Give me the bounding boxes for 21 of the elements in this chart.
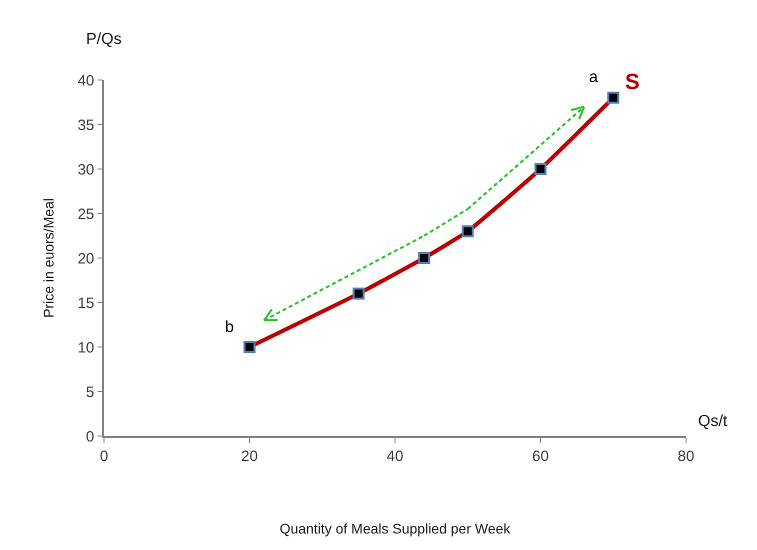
y-tick-label: 0 (86, 428, 94, 446)
y-tick-label: 10 (78, 339, 94, 356)
annotation: b (225, 319, 234, 336)
x-tick-label: 80 (678, 448, 694, 465)
y-tick-label: 15 (78, 294, 94, 312)
y-axis-title: Price in euors/Meal (40, 198, 57, 318)
y-tick-label: 35 (78, 116, 94, 134)
x-tick-label: 0 (100, 448, 108, 465)
x-tick-label: 60 (532, 448, 549, 465)
series-label: S (625, 69, 640, 94)
y-tick-label: 40 (78, 72, 94, 90)
text: Qs/t (698, 413, 728, 430)
y-tick-label: 5 (86, 384, 94, 401)
y-tick-label: 30 (78, 161, 94, 178)
x-tick-label: 20 (241, 448, 258, 465)
text: P/Qs (86, 31, 122, 48)
x-axis-title: Quantity of Meals Supplied per Week (280, 520, 512, 537)
x-tick-label: 40 (386, 448, 404, 465)
y-tick-label: 25 (78, 206, 94, 223)
annotation: a (589, 69, 598, 86)
y-tick-label: 20 (78, 250, 94, 268)
